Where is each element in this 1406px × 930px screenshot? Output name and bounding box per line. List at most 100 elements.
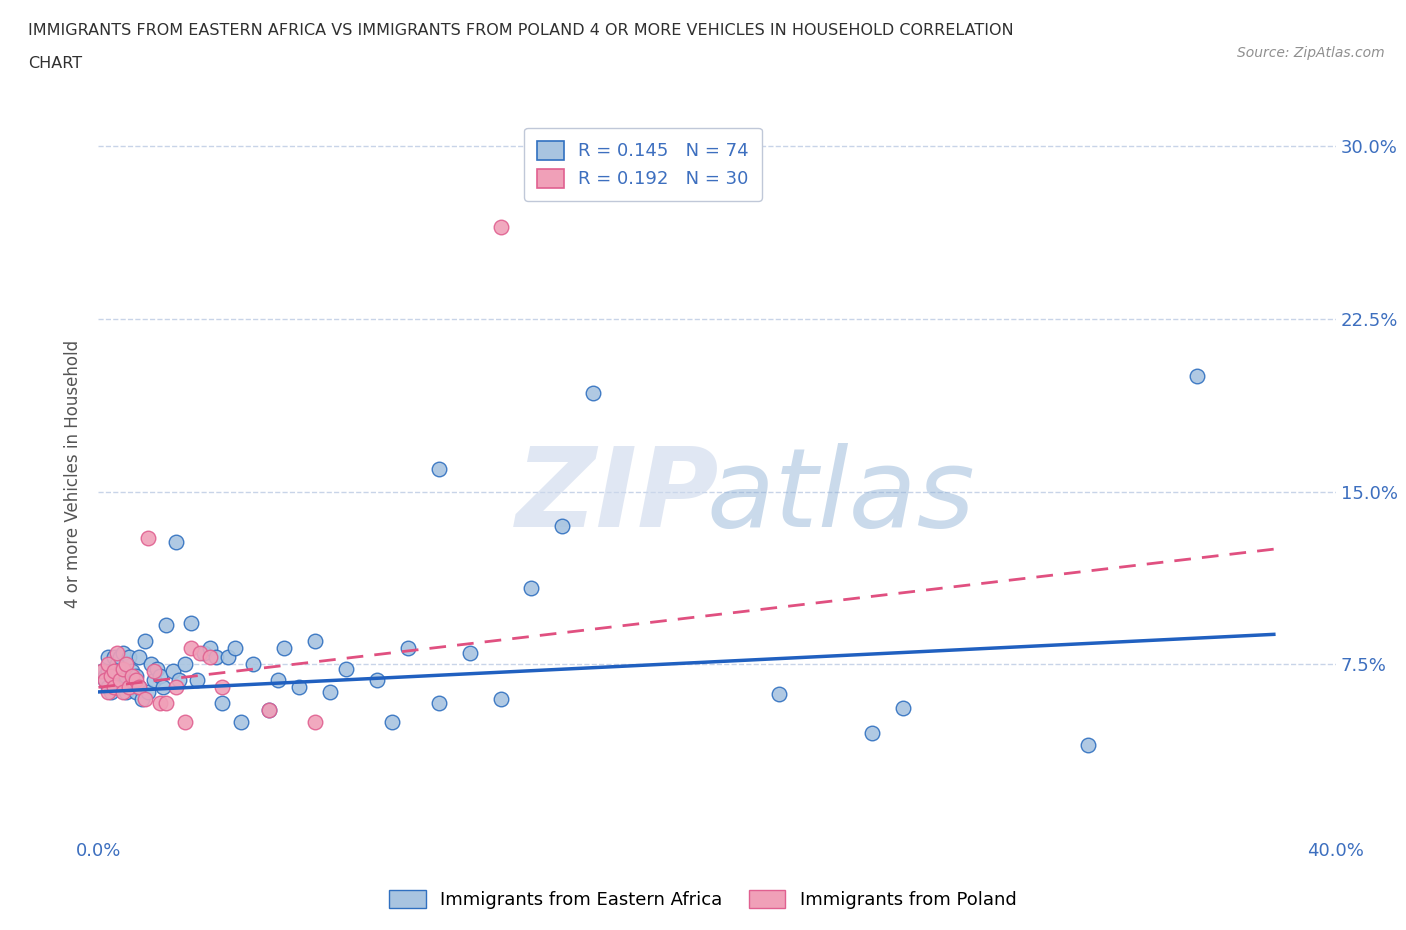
Point — [174, 657, 197, 671]
Point — [103, 680, 125, 695]
Point — [768, 686, 790, 701]
Point — [90, 664, 112, 679]
Point — [155, 618, 177, 632]
Point — [134, 691, 156, 706]
Point — [136, 684, 159, 699]
Point — [118, 680, 141, 695]
Point — [427, 461, 450, 476]
Point — [103, 680, 125, 695]
Point — [115, 684, 138, 699]
Point — [229, 714, 252, 729]
Point — [97, 680, 120, 695]
Point — [152, 680, 174, 695]
Point — [267, 673, 290, 688]
Point — [304, 634, 326, 649]
Point — [180, 641, 202, 656]
Point — [891, 700, 914, 715]
Text: CHART: CHART — [28, 56, 82, 71]
Point — [105, 657, 128, 671]
Point — [165, 535, 187, 550]
Text: atlas: atlas — [706, 443, 976, 550]
Point — [149, 696, 172, 711]
Point — [134, 634, 156, 649]
Text: ZIP: ZIP — [516, 443, 720, 550]
Point — [108, 680, 131, 695]
Text: Source: ZipAtlas.com: Source: ZipAtlas.com — [1237, 46, 1385, 60]
Point — [155, 696, 177, 711]
Point — [131, 691, 153, 706]
Point — [551, 519, 574, 534]
Point — [108, 650, 131, 665]
Point — [335, 661, 357, 676]
Point — [124, 673, 146, 688]
Point — [93, 673, 115, 688]
Point — [121, 669, 143, 684]
Point — [273, 641, 295, 656]
Point — [366, 673, 388, 688]
Point — [112, 645, 135, 660]
Point — [242, 657, 264, 671]
Point — [458, 645, 481, 660]
Point — [93, 669, 115, 684]
Point — [520, 581, 543, 596]
Point — [115, 657, 138, 671]
Point — [165, 680, 187, 695]
Point — [112, 684, 135, 699]
Point — [103, 664, 125, 679]
Point — [489, 219, 512, 234]
Point — [128, 680, 150, 695]
Point — [167, 673, 190, 688]
Point — [149, 669, 172, 684]
Point — [118, 680, 141, 695]
Point — [103, 650, 125, 665]
Point — [97, 664, 120, 679]
Legend: Immigrants from Eastern Africa, Immigrants from Poland: Immigrants from Eastern Africa, Immigran… — [382, 883, 1024, 916]
Point — [198, 650, 221, 665]
Point — [211, 696, 233, 711]
Point — [186, 673, 208, 688]
Point — [427, 696, 450, 711]
Point — [97, 650, 120, 665]
Point — [90, 664, 112, 679]
Point — [121, 680, 143, 695]
Point — [143, 664, 166, 679]
Point — [100, 684, 122, 699]
Point — [162, 664, 184, 679]
Point — [146, 661, 169, 676]
Point — [105, 680, 128, 695]
Point — [217, 650, 239, 665]
Point — [105, 669, 128, 684]
Point — [224, 641, 246, 656]
Point — [288, 680, 311, 695]
Point — [860, 726, 883, 741]
Point — [97, 657, 120, 671]
Point — [1077, 737, 1099, 752]
Point — [180, 616, 202, 631]
Legend: R = 0.145   N = 74, R = 0.192   N = 30: R = 0.145 N = 74, R = 0.192 N = 30 — [524, 128, 762, 201]
Point — [97, 684, 120, 699]
Point — [257, 703, 280, 718]
Point — [304, 714, 326, 729]
Point — [381, 714, 404, 729]
Point — [1185, 369, 1208, 384]
Point — [124, 669, 146, 684]
Point — [174, 714, 197, 729]
Point — [139, 657, 162, 671]
Point — [396, 641, 419, 656]
Point — [319, 684, 342, 699]
Point — [143, 673, 166, 688]
Point — [112, 661, 135, 676]
Point — [124, 684, 146, 699]
Point — [205, 650, 228, 665]
Text: IMMIGRANTS FROM EASTERN AFRICA VS IMMIGRANTS FROM POLAND 4 OR MORE VEHICLES IN H: IMMIGRANTS FROM EASTERN AFRICA VS IMMIGR… — [28, 23, 1014, 38]
Point — [136, 530, 159, 545]
Point — [118, 650, 141, 665]
Point — [128, 680, 150, 695]
Point — [128, 650, 150, 665]
Point — [198, 641, 221, 656]
Point — [211, 680, 233, 695]
Y-axis label: 4 or more Vehicles in Household: 4 or more Vehicles in Household — [65, 340, 83, 608]
Point — [190, 645, 212, 660]
Point — [112, 680, 135, 695]
Point — [100, 669, 122, 684]
